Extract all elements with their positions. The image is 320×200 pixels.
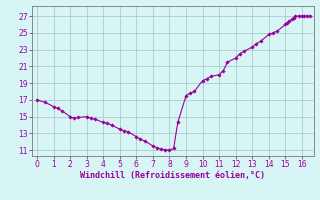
X-axis label: Windchill (Refroidissement éolien,°C): Windchill (Refroidissement éolien,°C) <box>80 171 265 180</box>
